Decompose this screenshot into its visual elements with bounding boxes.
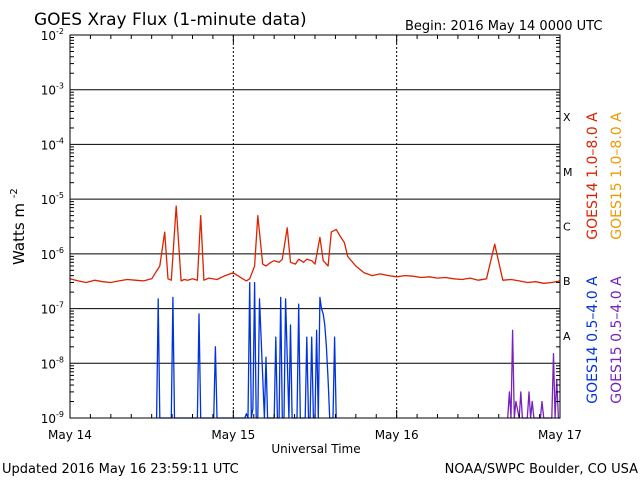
y-tick-mantissa: 10 [41,138,56,152]
y-tick-mantissa: 10 [41,303,56,317]
y-tick-exponent: -9 [56,410,64,419]
legend-entry: GOES14 0.5–4.0 A [585,276,601,404]
begin-label: Begin: 2016 May 14 0000 UTC [405,19,602,34]
legend-entry: GOES14 1.0–8.0 A [585,112,601,240]
y-axis-label-sup: -2 [9,188,20,198]
y-tick-label: 10-7 [41,301,64,317]
legend: GOES14 1.0–8.0 A GOES15 1.0–8.0 A GOES14 0… [585,112,625,404]
legend-entry: GOES15 1.0–8.0 A [609,112,625,240]
y-tick-label: 10-9 [41,410,64,426]
series-line [69,205,561,284]
credit-text: NOAA/SWPC Boulder, CO USA [445,462,638,477]
y-tick-label: 10-5 [41,191,64,207]
y-tick-mantissa: 10 [41,248,56,262]
flare-class-label: B [563,275,571,288]
x-tick-label: May 14 [48,428,92,442]
legend-entry: GOES15 0.5–4.0 A [609,276,625,404]
y-tick-exponent: -2 [56,27,64,36]
flare-class-label: A [563,330,571,343]
updated-text: Updated 2016 May 16 23:59:11 UTC [2,462,239,477]
plot-border [69,34,561,419]
x-axis-label: Universal Time [271,442,360,456]
x-tick-label: May 17 [538,428,582,442]
y-axis-label: Watts m -2 [9,188,28,265]
series-layer [69,205,561,419]
plot-frame [69,34,561,419]
y-tick-mantissa: 10 [41,357,56,371]
x-tick-label: May 16 [375,428,419,442]
y-tick-label: 10-6 [41,246,64,262]
y-tick-label: 10-4 [41,136,64,152]
chart-title: GOES Xray Flux (1-minute data) [34,10,307,30]
y-tick-mantissa: 10 [41,412,56,426]
y-tick-label: 10-3 [41,82,64,98]
y-tick-mantissa: 10 [41,193,56,207]
series-line [155,281,337,419]
y-tick-mantissa: 10 [41,29,56,43]
flare-class-label: X [563,111,571,124]
y-axis-label-text: Watts m [10,203,28,265]
y-tick-exponent: -3 [56,82,64,91]
grid-lines [70,34,560,419]
y-tick-exponent: -6 [56,246,64,255]
y-tick-mantissa: 10 [41,84,56,98]
x-tick-label: May 15 [211,428,255,442]
y-tick-label: 10-2 [41,27,64,43]
y-tick-exponent: -7 [56,301,64,310]
flare-class-label: C [563,221,571,234]
y-tick-exponent: -5 [56,191,64,200]
y-tick-label: 10-8 [41,355,64,371]
y-tick-exponent: -4 [56,136,64,145]
y-tick-exponent: -8 [56,355,64,364]
series-line [507,329,560,419]
flare-class-label: M [563,166,573,179]
